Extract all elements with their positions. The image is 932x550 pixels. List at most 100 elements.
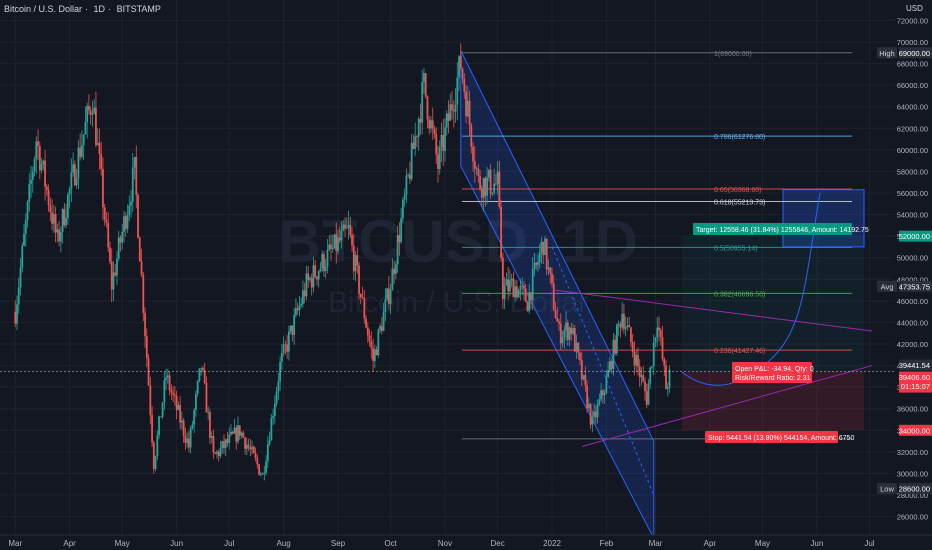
- interval[interactable]: 1D: [93, 4, 106, 14]
- open-pnl-label-bg: [732, 362, 812, 383]
- candle-body: [144, 312, 146, 337]
- exchange: BITSTAMP: [116, 4, 161, 14]
- candle-body: [56, 229, 59, 233]
- price-tick: 60000.00: [897, 146, 928, 155]
- candle-body: [328, 244, 331, 250]
- candle-body: [189, 428, 192, 448]
- candle-body: [330, 244, 332, 249]
- candle-body: [431, 120, 434, 129]
- candle-body: [509, 280, 511, 292]
- candle-body: [500, 206, 503, 258]
- candle-body: [191, 424, 194, 429]
- currency-label: USD: [906, 4, 923, 13]
- candle-body: [556, 317, 559, 322]
- candle-body: [616, 324, 618, 354]
- candle-body: [231, 431, 234, 434]
- open-pnl-label-text: Open P&L: -34.94, Qty: 0: [735, 366, 814, 373]
- candle-body: [30, 179, 32, 184]
- badge-last-bg: [899, 359, 932, 371]
- candle-body: [635, 355, 638, 366]
- badge-low-bg: [899, 483, 932, 495]
- candle-body: [172, 392, 175, 395]
- candle-body: [658, 327, 660, 331]
- symbol-name[interactable]: Bitcoin / U.S. Dollar: [4, 4, 83, 14]
- time-tick: May: [755, 539, 770, 548]
- candle-body: [117, 237, 120, 259]
- candle-body: [235, 427, 238, 442]
- candle-body: [438, 146, 441, 169]
- candle-body: [600, 390, 603, 400]
- candle-body: [344, 224, 346, 229]
- candle-body: [591, 416, 594, 425]
- triangle: [554, 289, 873, 447]
- candle-body: [37, 141, 39, 146]
- candle-body: [333, 234, 336, 248]
- candle-body: [128, 205, 131, 216]
- candle-body: [103, 207, 106, 220]
- candle-body: [16, 304, 18, 324]
- price-tick: 72000.00: [897, 16, 928, 25]
- candle-body: [265, 461, 267, 473]
- candle-body: [266, 444, 269, 462]
- fib-label-0-65: 0.65(56368.60): [714, 187, 761, 194]
- badge-target-bg: [899, 230, 932, 242]
- candle-body: [226, 439, 229, 443]
- candle-body: [149, 385, 152, 415]
- candle-body: [424, 73, 427, 97]
- candle-body: [242, 432, 245, 438]
- open-pnl-label-text: Risk/Reward Ratio: 2.31: [735, 375, 811, 382]
- candle-body: [31, 171, 34, 180]
- target-label-text: Target: 12558.46 (31.84%) 1255846, Amoun…: [696, 227, 869, 234]
- candle-body: [147, 358, 150, 386]
- candle-body: [47, 189, 50, 206]
- candle-body: [73, 164, 76, 186]
- candle-body: [251, 446, 253, 450]
- stop-label-text: Stop: 5441.54 (13.80%) 544154, Amount: 6…: [708, 435, 854, 442]
- candle-body: [102, 168, 104, 208]
- candle-body: [666, 387, 669, 389]
- candle-body: [326, 249, 329, 267]
- candle-body: [605, 377, 608, 393]
- candle-body: [116, 258, 118, 276]
- candle-body: [305, 273, 308, 297]
- candle-body: [282, 344, 285, 354]
- candle-body: [449, 104, 452, 121]
- candle-body: [145, 336, 148, 359]
- time-tick: Sep: [331, 539, 346, 548]
- candle-body: [416, 136, 418, 138]
- candle-body: [77, 147, 80, 179]
- candle-body: [244, 437, 246, 449]
- candle-body: [91, 113, 94, 115]
- price-axis: 26000.00 28000.00 30000.00 32000.00 34000.00…: [894, 0, 932, 550]
- candle-body: [366, 327, 369, 336]
- candle-body: [68, 188, 71, 195]
- candle-body: [75, 178, 78, 186]
- candle-body: [433, 128, 436, 134]
- time-tick: Jul: [224, 539, 234, 548]
- price-tick: 50000.00: [897, 254, 928, 263]
- triangle-lower: [581, 365, 873, 447]
- candle-body: [637, 355, 639, 367]
- candle-body: [387, 288, 390, 304]
- candle-body: [252, 446, 255, 454]
- candle-body: [182, 420, 185, 436]
- candle-body: [335, 234, 338, 252]
- candle-body: [423, 73, 425, 82]
- candle-body: [619, 323, 622, 328]
- candle-body: [375, 349, 378, 356]
- candle-body: [291, 325, 294, 335]
- candle-body: [133, 157, 136, 168]
- candle-body: [587, 403, 590, 409]
- candle-body: [428, 119, 431, 129]
- candle-body: [537, 262, 539, 265]
- candle-body: [454, 104, 457, 112]
- candle-body: [272, 415, 274, 418]
- badge-target-value: 52000.00: [899, 232, 930, 241]
- candle-body: [249, 447, 252, 450]
- time-axis-bg: [0, 535, 932, 550]
- candle-body: [286, 344, 289, 352]
- channel-midline: [551, 246, 655, 496]
- fib-label-1: 1(69000.00): [714, 51, 752, 58]
- candle-body: [477, 168, 480, 177]
